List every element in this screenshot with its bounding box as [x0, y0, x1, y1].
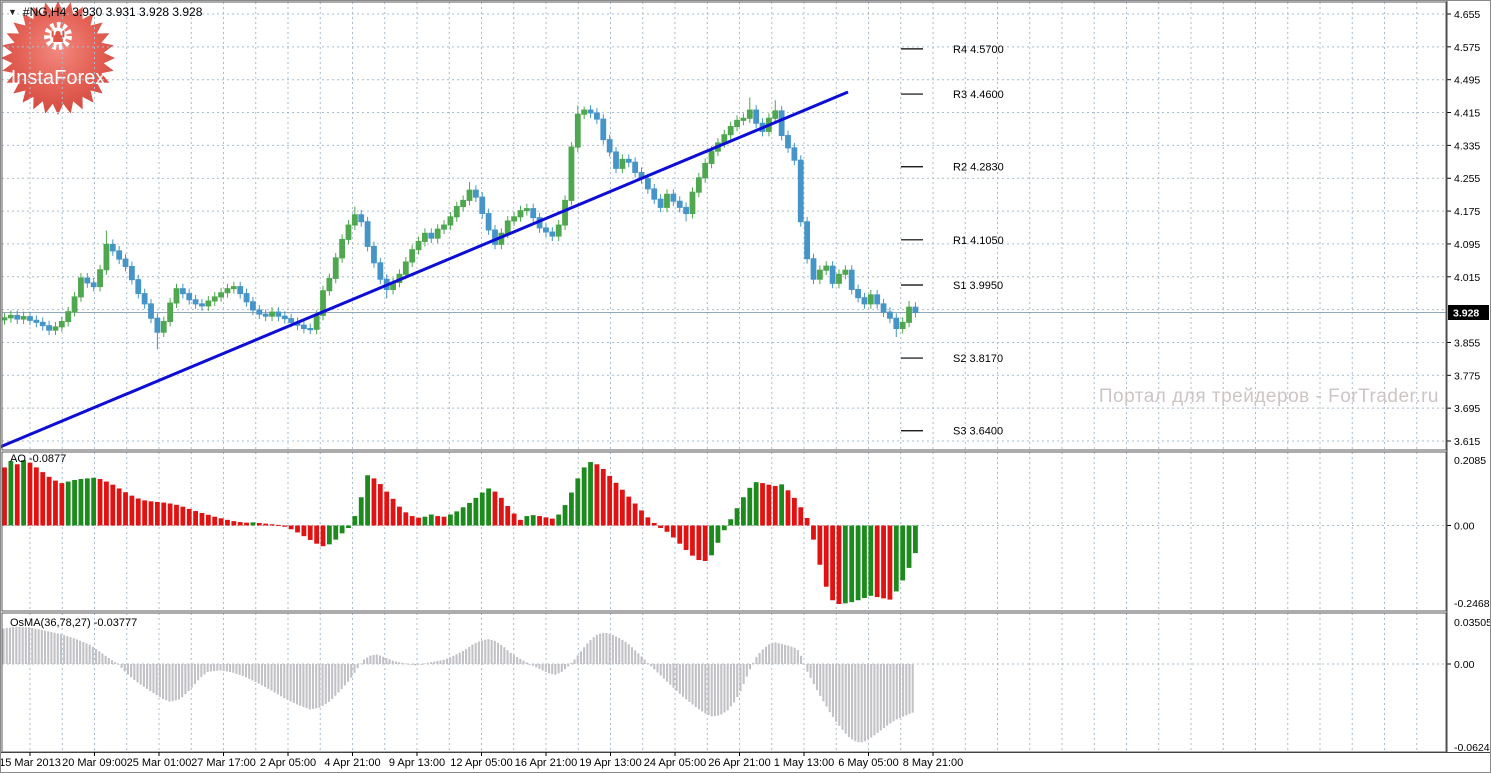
symbol-name: #NG,H4: [22, 5, 67, 19]
svg-text:24 Apr 05:00: 24 Apr 05:00: [644, 757, 706, 769]
svg-text:0.00: 0.00: [1454, 521, 1475, 533]
time-axis: 15 Mar 2013 20 Mar 09:00 25 Mar 01:00 27 Ma…: [0, 752, 963, 769]
quote-values: 3.930 3.931 3.928 3.928: [72, 5, 203, 19]
svg-text:4.415: 4.415: [1454, 108, 1480, 120]
svg-text:4.655: 4.655: [1454, 9, 1480, 21]
svg-text:4.175: 4.175: [1454, 206, 1480, 218]
svg-text:3.615: 3.615: [1454, 436, 1480, 448]
ao-histogram: [2, 460, 918, 604]
symbol-dropdown-icon[interactable]: ▼: [8, 7, 17, 17]
svg-text:1 May 13:00: 1 May 13:00: [774, 757, 835, 769]
svg-text:4 Apr 21:00: 4 Apr 21:00: [324, 757, 380, 769]
svg-text:25 Mar 01:00: 25 Mar 01:00: [127, 757, 192, 769]
svg-text:4.495: 4.495: [1454, 75, 1480, 87]
svg-text:0.2085: 0.2085: [1454, 455, 1486, 467]
svg-text:3.855: 3.855: [1454, 337, 1480, 349]
starburst-shape: [1, 1, 115, 115]
gridlines: [2, 2, 1446, 752]
instaforex-gear-person-icon: [44, 22, 72, 50]
svg-text:0.03505: 0.03505: [1454, 617, 1491, 629]
svg-text:16 Apr 21:00: 16 Apr 21:00: [515, 757, 577, 769]
svg-text:4.015: 4.015: [1454, 272, 1480, 284]
osma-name: OsMA(36,78,27): [10, 617, 91, 629]
panel-borders: [0, 0, 1491, 753]
svg-text:20 Mar 09:00: 20 Mar 09:00: [62, 757, 127, 769]
trendline[interactable]: [0, 90, 849, 449]
svg-text:3.928: 3.928: [1453, 307, 1479, 319]
ao-indicator-label: AO -0.0877: [10, 453, 66, 465]
price-axis: 4.655 4.575 4.495 4.415 4.335 4.255 4.175 4.095…: [1446, 9, 1491, 754]
svg-text:27 Mar 17:00: 27 Mar 17:00: [191, 757, 256, 769]
instaforex-logo: InstaForex: [0, 0, 116, 116]
svg-text:S2 3.8170: S2 3.8170: [953, 353, 1003, 365]
svg-text:4.095: 4.095: [1454, 239, 1480, 251]
svg-text:12 Apr 05:00: 12 Apr 05:00: [450, 757, 512, 769]
instaforex-text: InstaForex: [11, 67, 105, 89]
svg-text:4.575: 4.575: [1454, 42, 1480, 54]
fortrader-watermark: Портал для трейдеров - ForTrader.ru: [1098, 386, 1439, 407]
svg-text:0.00: 0.00: [1454, 659, 1475, 671]
svg-text:9 Apr 13:00: 9 Apr 13:00: [389, 757, 445, 769]
svg-text:26 Apr 21:00: 26 Apr 21:00: [708, 757, 770, 769]
svg-text:-0.2468: -0.2468: [1454, 598, 1490, 610]
svg-text:3.695: 3.695: [1454, 403, 1480, 415]
svg-text:S3 3.6400: S3 3.6400: [953, 426, 1003, 438]
svg-text:R3 4.4600: R3 4.4600: [953, 89, 1004, 101]
osma-histogram: [2, 626, 914, 743]
chart-title: ▼ #NG,H4 3.930 3.931 3.928 3.928: [8, 5, 202, 19]
svg-text:6 May 05:00: 6 May 05:00: [838, 757, 899, 769]
svg-text:15 Mar 2013: 15 Mar 2013: [0, 757, 61, 769]
svg-text:2 Apr 05:00: 2 Apr 05:00: [260, 757, 316, 769]
svg-text:R4 4.5700: R4 4.5700: [953, 44, 1004, 56]
svg-text:4.255: 4.255: [1454, 173, 1480, 185]
svg-text:8 May 21:00: 8 May 21:00: [903, 757, 964, 769]
pivot-levels: R4 4.5700 R3 4.4600 R2 4.2830 R1 4.1050 S1 3…: [901, 44, 1004, 438]
ao-name: AO: [10, 453, 26, 465]
current-price-tag: 3.928: [1448, 304, 1489, 320]
ao-value: -0.0877: [28, 453, 67, 465]
svg-text:R1 4.1050: R1 4.1050: [953, 235, 1004, 247]
svg-text:-0.06249: -0.06249: [1454, 742, 1491, 754]
svg-text:R2 4.2830: R2 4.2830: [953, 162, 1004, 174]
svg-text:3.775: 3.775: [1454, 370, 1480, 382]
candlestick-series: [1, 97, 919, 350]
osma-indicator-label: OsMA(36,78,27) -0.03777: [10, 617, 137, 629]
osma-value: -0.03777: [93, 617, 138, 629]
svg-text:S1 3.9950: S1 3.9950: [953, 280, 1003, 292]
svg-text:19 Apr 13:00: 19 Apr 13:00: [579, 757, 641, 769]
svg-text:4.335: 4.335: [1454, 140, 1480, 152]
